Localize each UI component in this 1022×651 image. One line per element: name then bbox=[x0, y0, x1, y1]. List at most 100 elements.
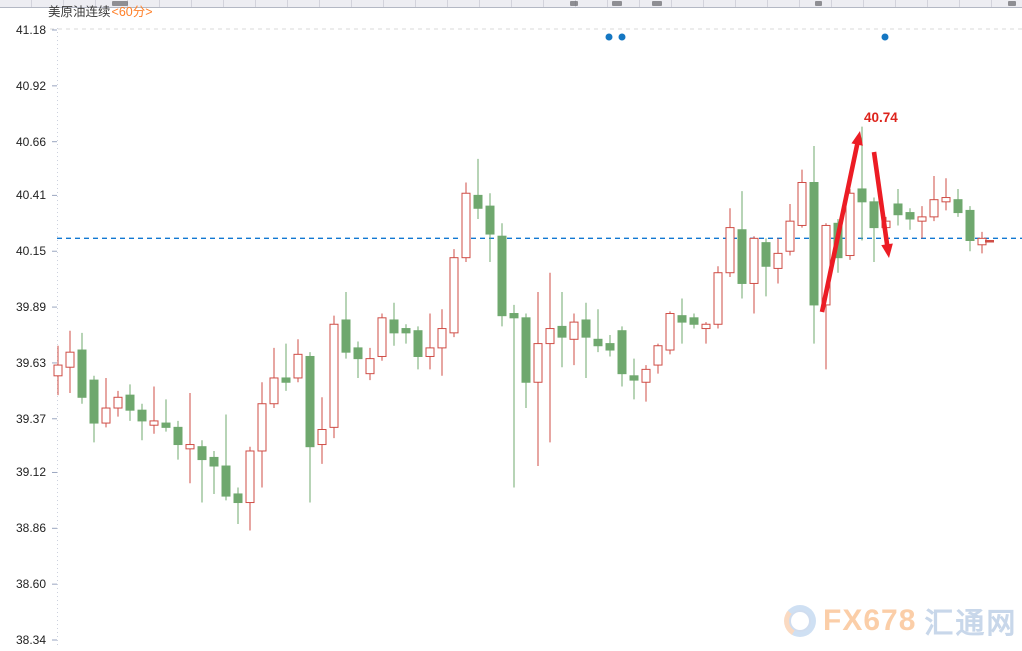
candle-body bbox=[893, 203, 903, 216]
candle-body bbox=[809, 182, 819, 306]
candle-body bbox=[497, 235, 507, 317]
peak-price-label: 40.74 bbox=[864, 110, 898, 125]
candle-body bbox=[713, 272, 723, 325]
candle-body bbox=[605, 343, 615, 351]
candle-body bbox=[953, 199, 963, 214]
watermark: FX678 汇通网 bbox=[784, 601, 1017, 641]
toolbar-icon-remnant bbox=[612, 1, 622, 6]
candle-body bbox=[377, 317, 387, 357]
candle-body bbox=[749, 237, 759, 284]
chart-period: <60分> bbox=[111, 5, 153, 19]
candle-body bbox=[233, 493, 243, 504]
y-axis-label: 40.41 bbox=[15, 188, 46, 203]
toolbar-icon-remnant bbox=[570, 1, 578, 6]
chart-header: 美原油连续<60分> bbox=[48, 5, 153, 20]
candle-body bbox=[905, 212, 915, 220]
candle-body bbox=[857, 188, 867, 203]
toolbar-icon-remnant bbox=[1008, 1, 1016, 6]
candle-body bbox=[545, 328, 555, 345]
candle-body bbox=[293, 353, 303, 379]
candle-body bbox=[173, 426, 183, 446]
candle-body bbox=[533, 343, 543, 383]
candle-body bbox=[161, 422, 171, 428]
blue-dot-marker bbox=[881, 33, 889, 41]
candle-body bbox=[665, 313, 675, 351]
watermark-brand: FX678 bbox=[823, 604, 917, 637]
candle-body bbox=[425, 347, 435, 357]
candle-body bbox=[617, 330, 627, 375]
candle-body bbox=[509, 313, 519, 319]
candle-body bbox=[485, 205, 495, 235]
y-axis-label: 40.15 bbox=[15, 244, 46, 259]
candle-body bbox=[437, 328, 447, 349]
y-axis-label: 39.89 bbox=[15, 300, 46, 315]
candle-body bbox=[329, 323, 339, 428]
candle-body bbox=[629, 375, 639, 381]
current-price-tick bbox=[985, 240, 994, 243]
candle-body bbox=[869, 201, 879, 229]
down-arrow-shaft bbox=[871, 151, 891, 251]
y-axis-label: 40.92 bbox=[15, 78, 46, 93]
candle-body bbox=[269, 377, 279, 405]
y-axis-label: 38.60 bbox=[15, 577, 46, 592]
down-arrowhead bbox=[881, 243, 893, 258]
candle-body bbox=[521, 317, 531, 383]
candle-body bbox=[245, 450, 255, 504]
candle-body bbox=[65, 351, 75, 368]
y-axis-label: 41.18 bbox=[15, 23, 46, 37]
candle-body bbox=[941, 197, 951, 203]
candle-body bbox=[101, 407, 111, 424]
candle-body bbox=[677, 315, 687, 323]
candle-body bbox=[593, 338, 603, 347]
y-axis-label: 38.86 bbox=[15, 521, 46, 536]
watermark-site: 汇通网 bbox=[924, 608, 1018, 640]
candle-body bbox=[977, 237, 987, 246]
candle-body bbox=[449, 257, 459, 334]
candle-body bbox=[569, 321, 579, 340]
candle-body bbox=[929, 199, 939, 218]
candle-body bbox=[689, 317, 699, 325]
candle-body bbox=[701, 323, 711, 330]
up-arrowhead bbox=[851, 131, 863, 146]
candle-body bbox=[365, 358, 375, 375]
candle-body bbox=[53, 364, 63, 377]
candle-body bbox=[353, 347, 363, 360]
candle-body bbox=[473, 194, 483, 209]
candle-body bbox=[209, 456, 219, 467]
candle-body bbox=[137, 409, 147, 422]
y-axis-label: 40.66 bbox=[15, 134, 46, 149]
candle-body bbox=[89, 379, 99, 424]
candle-body bbox=[389, 319, 399, 334]
candle-body bbox=[653, 345, 663, 366]
candle-body bbox=[725, 227, 735, 274]
candle-body bbox=[737, 229, 747, 284]
candle-body bbox=[557, 325, 567, 338]
candle-body bbox=[761, 242, 771, 267]
y-axis: 41.18 40.92 40.66 40.41 40.15 39.89 39.63 39.37… bbox=[0, 0, 48, 651]
y-axis-label: 39.12 bbox=[15, 465, 46, 480]
candle-body bbox=[797, 182, 807, 226]
toolbar-strip[interactable] bbox=[0, 0, 1022, 8]
candle-body bbox=[185, 444, 195, 450]
y-axis-label: 38.34 bbox=[15, 633, 46, 647]
y-axis-label: 39.37 bbox=[15, 411, 46, 426]
candle-body bbox=[401, 328, 411, 334]
candle-body bbox=[77, 349, 87, 398]
candle-body bbox=[461, 192, 471, 259]
candle-body bbox=[341, 319, 351, 353]
candle-body bbox=[257, 403, 267, 452]
blue-dot-marker bbox=[605, 33, 613, 41]
chart-title: 美原油连续 bbox=[48, 5, 111, 19]
candle-body bbox=[845, 192, 855, 257]
candle-body bbox=[197, 446, 207, 461]
candle-body bbox=[641, 368, 651, 383]
watermark-logo-icon bbox=[784, 605, 816, 637]
candle-body bbox=[305, 355, 315, 448]
candle-body bbox=[149, 420, 159, 426]
candle-body bbox=[221, 465, 231, 497]
toolbar-icon-remnant bbox=[112, 1, 128, 6]
candle-body bbox=[113, 396, 123, 409]
candle-body bbox=[773, 252, 783, 269]
candle-body bbox=[413, 330, 423, 357]
